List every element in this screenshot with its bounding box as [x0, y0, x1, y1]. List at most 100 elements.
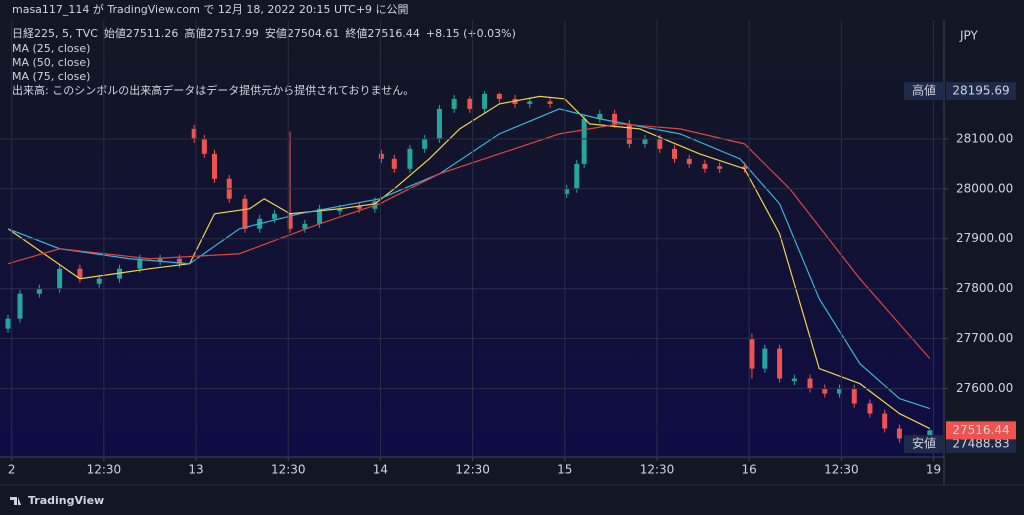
candle-body: [201, 138, 207, 154]
last-price-value: 27516.44: [952, 423, 1009, 437]
y-tick-label: 28100.00: [956, 131, 1013, 145]
candle-body: [612, 113, 618, 124]
candle-body: [927, 430, 933, 439]
x-tick-label: 2: [8, 463, 16, 477]
candle-body: [702, 163, 708, 169]
candle-body: [642, 138, 648, 144]
candle-body: [564, 188, 570, 194]
candle-body: [211, 153, 217, 179]
legend-entry: MA (75, close): [12, 70, 90, 83]
legend-entry: MA (50, close): [12, 56, 90, 69]
low-marker-label-box: [904, 435, 944, 454]
x-tick-label: 19: [926, 463, 941, 477]
candle-body: [672, 148, 678, 159]
candle-body: [302, 223, 308, 229]
candle-body: [191, 128, 197, 139]
candle-body: [451, 98, 457, 109]
notice: 出来高: このシンボルの出来高データはデータ提供元から提供されておりません。: [12, 83, 414, 97]
x-tick-label: 13: [188, 463, 203, 477]
candle-body: [422, 138, 428, 149]
candle-body: [482, 93, 488, 109]
candle-body: [822, 388, 828, 394]
x-tick-label: 12:30: [455, 463, 490, 477]
y-tick-label: 27800.00: [956, 281, 1013, 295]
symbol: 日経225, 5, TVC: [12, 27, 98, 40]
candle-body: [436, 108, 442, 139]
high-marker-label: 高値: [912, 83, 936, 98]
candle-body: [597, 113, 603, 119]
candle-body: [5, 318, 11, 329]
candle-body: [467, 98, 473, 109]
x-tick-label: 14: [373, 463, 388, 477]
candle-body: [57, 268, 63, 289]
candle-body: [287, 213, 293, 229]
ohlc-value: 27516.44: [367, 27, 420, 40]
candle-body: [749, 338, 755, 369]
candle-body: [137, 258, 143, 269]
x-tick-label: 12:30: [87, 463, 122, 477]
x-tick-label: 12:30: [824, 463, 859, 477]
x-tick-label: 15: [557, 463, 572, 477]
candle-body: [547, 101, 553, 104]
candle-body: [657, 138, 663, 149]
candle-body: [117, 268, 123, 279]
candle-body: [626, 123, 632, 144]
y-tick-label: 27900.00: [956, 231, 1013, 245]
last-price-box: [946, 421, 1016, 440]
candle-body: [317, 208, 323, 224]
x-tick-label: 16: [742, 463, 757, 477]
candle-body: [271, 213, 277, 219]
low-marker-box: [946, 435, 1016, 454]
candle-body: [742, 166, 748, 169]
candle-body: [378, 153, 384, 159]
candle-body: [867, 403, 873, 414]
ohlc-label: 安値: [265, 26, 287, 40]
candle-body: [882, 413, 888, 429]
ma-line: [7, 123, 931, 360]
candle-body: [791, 378, 797, 382]
y-tick-label: 27700.00: [956, 331, 1013, 345]
ma-line: [7, 108, 931, 410]
candle-body: [96, 278, 102, 284]
high-marker-box: [946, 82, 1016, 101]
candle-body: [77, 268, 83, 279]
candle-body: [581, 118, 587, 164]
low-marker-label: 安値: [912, 436, 936, 451]
candle-body: [407, 148, 413, 169]
change: +8.15 (+0.03%): [426, 27, 516, 40]
legend-entry: MA (25, close): [12, 42, 90, 55]
high-marker-value: 28195.69: [952, 84, 1009, 98]
high-marker-label-box: [904, 82, 944, 101]
candle-body: [837, 388, 843, 394]
y-tick-label: 28000.00: [956, 181, 1013, 195]
candle-body: [337, 208, 343, 212]
candle-body: [242, 198, 248, 229]
candle-body: [851, 388, 857, 404]
candle-body: [356, 206, 362, 209]
currency: JPY: [959, 29, 979, 43]
ohlc-value: 27504.61: [287, 27, 340, 40]
candle-body: [896, 428, 902, 439]
candle-body: [391, 158, 397, 169]
candle-body: [157, 258, 163, 262]
candle-body: [762, 348, 768, 369]
y-tick-label: 27600.00: [956, 381, 1013, 395]
x-tick-label: 12:30: [640, 463, 675, 477]
ohlc-value: 27511.26: [126, 27, 179, 40]
x-tick-label: 12:30: [271, 463, 306, 477]
ohlc-label: 高値: [184, 26, 206, 40]
ma-line: [7, 95, 931, 430]
candle-body: [36, 288, 42, 294]
candle-body: [496, 93, 502, 99]
candle-body: [717, 166, 723, 169]
ohlc-label: 終値: [345, 26, 367, 40]
publisher: masa117_114 が TradingView.com で 12月 18, …: [12, 2, 409, 16]
candle-body: [527, 101, 533, 104]
candle-body: [574, 163, 580, 189]
candle-body: [686, 158, 692, 164]
candle-body: [807, 378, 813, 389]
low-marker-value: 27488.83: [952, 437, 1009, 451]
logo: TradingView: [28, 494, 104, 507]
